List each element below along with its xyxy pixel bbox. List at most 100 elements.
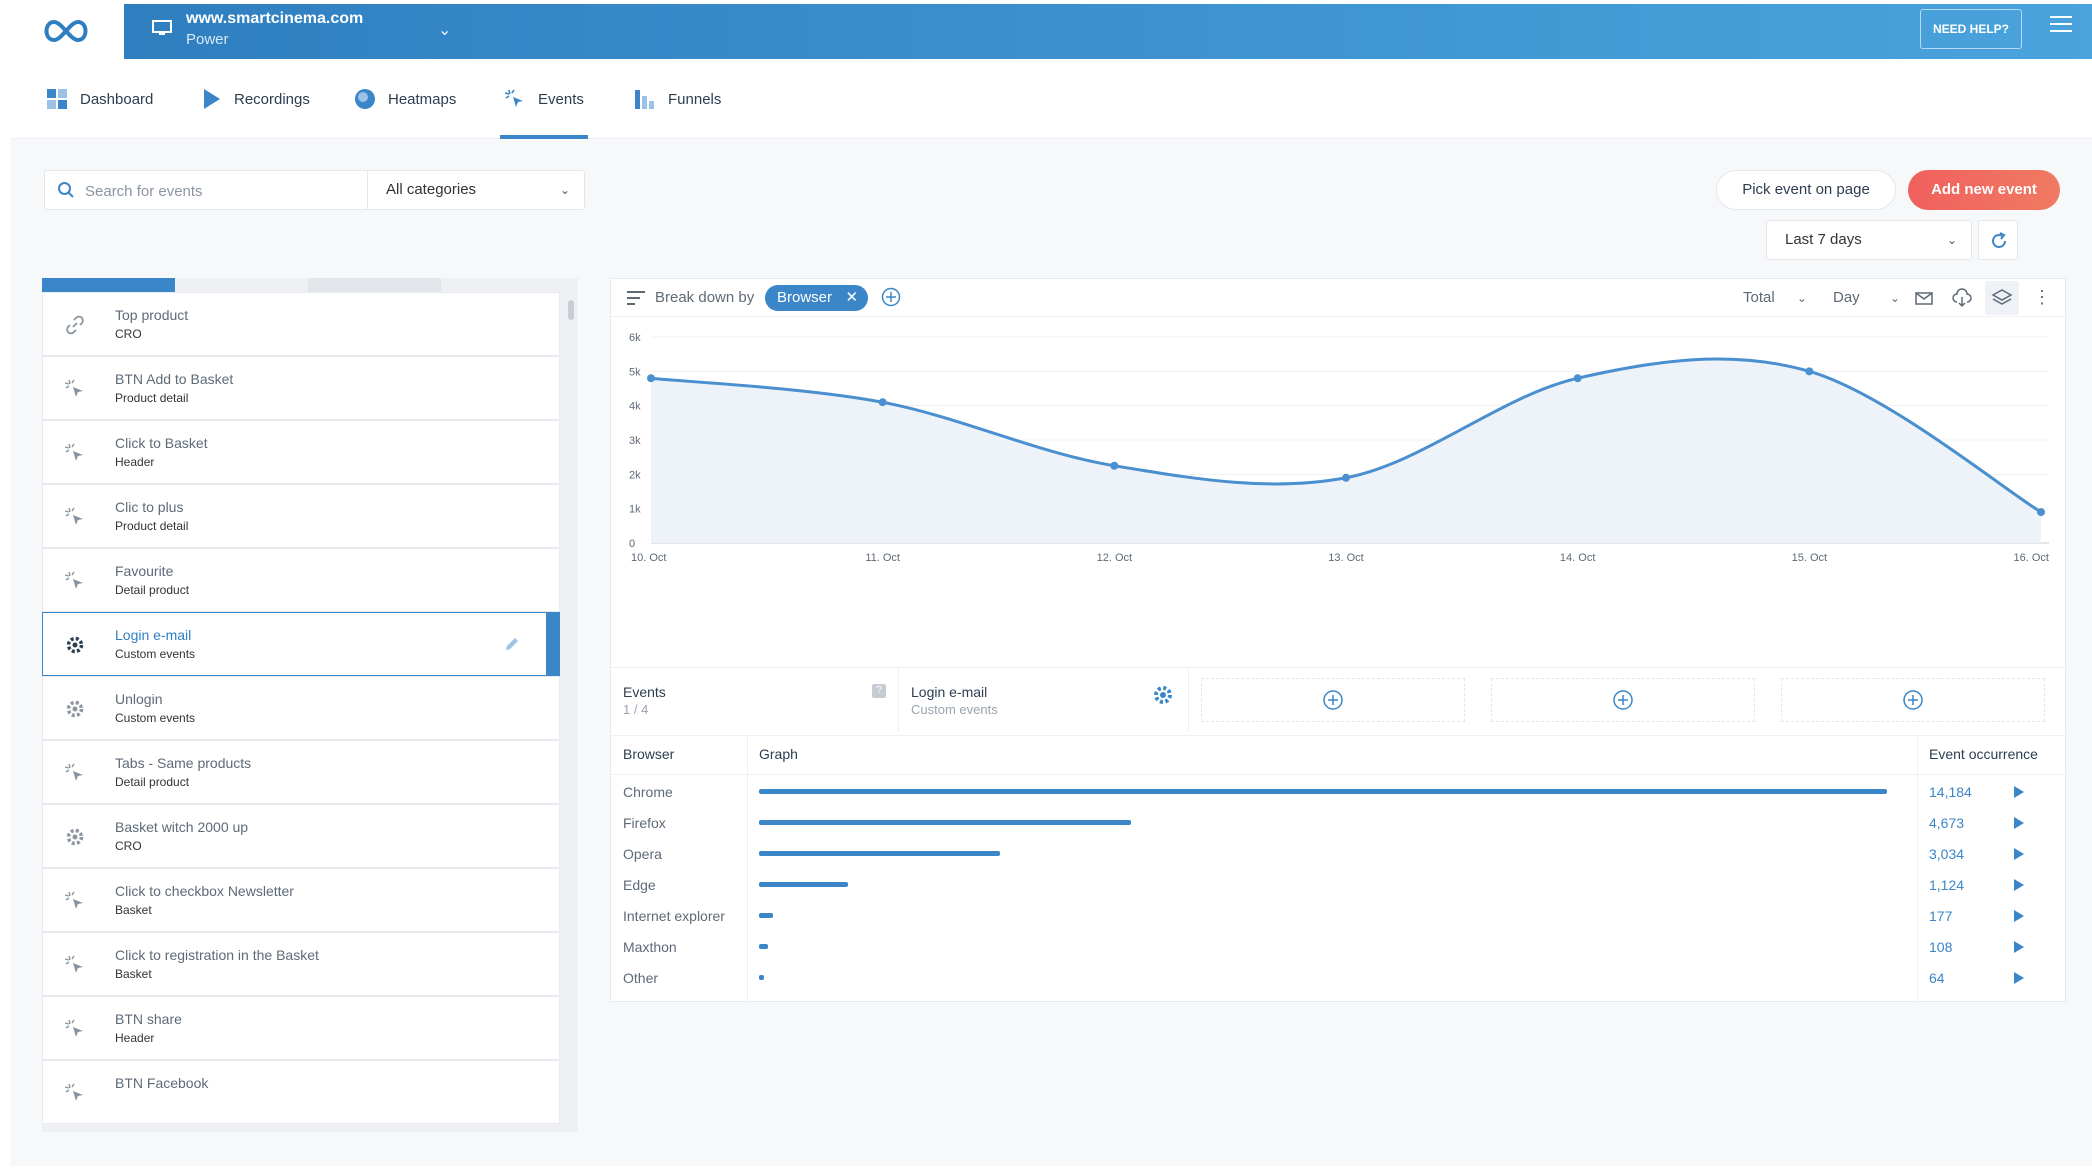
cursor-click-icon xyxy=(65,443,83,461)
graph-bar xyxy=(759,789,1887,794)
play-icon[interactable] xyxy=(2008,813,2028,833)
table-row: Opera 3,034 xyxy=(611,838,2065,870)
tab-recordings[interactable]: Recordings xyxy=(200,59,310,139)
list-tab[interactable] xyxy=(308,278,441,292)
total-select-value: Total xyxy=(1743,289,1775,306)
data-point[interactable] xyxy=(1805,367,1814,376)
event-category: Product detail xyxy=(115,391,189,405)
site-selector[interactable]: www.smartcinema.com Power ⌄ NEED HELP? xyxy=(124,4,2092,59)
cursor-click-icon xyxy=(65,1083,83,1101)
y-tick-label: 6k xyxy=(629,332,641,344)
category-select[interactable]: All categories ⌄ xyxy=(367,170,585,210)
event-list-item[interactable]: Click to checkbox Newsletter Basket xyxy=(42,868,560,932)
data-point[interactable] xyxy=(1573,374,1582,383)
tab-label: Heatmaps xyxy=(388,90,457,108)
data-point[interactable] xyxy=(647,374,655,383)
event-name: Unlogin xyxy=(115,691,163,707)
data-point[interactable] xyxy=(2037,508,2045,517)
selected-event-cell[interactable]: Login e-mail Custom events xyxy=(899,668,1189,732)
date-range-select[interactable]: Last 7 days ⌄ xyxy=(1766,220,1972,260)
close-icon[interactable]: ✕ xyxy=(845,289,859,306)
cursor-click-icon xyxy=(504,89,523,107)
hamburger-menu-icon[interactable] xyxy=(2050,16,2072,34)
add-event-slot[interactable] xyxy=(1201,678,1465,722)
series-area xyxy=(651,358,2041,543)
refresh-button[interactable] xyxy=(1978,220,2018,260)
infinity-logo-icon[interactable] xyxy=(40,14,92,48)
column-divider xyxy=(1917,736,1918,1004)
category-select-value: All categories xyxy=(386,181,477,198)
event-list-item[interactable]: BTN Add to Basket Product detail xyxy=(42,356,560,420)
data-point[interactable] xyxy=(1342,473,1350,482)
tab-label: Funnels xyxy=(668,90,722,108)
add-circle-icon xyxy=(1613,690,1633,710)
column-header-occurrence: Event occurrence xyxy=(1929,746,2038,762)
event-list-item[interactable]: BTN Facebook xyxy=(42,1060,560,1124)
event-list-item[interactable]: BTN share Header xyxy=(42,996,560,1060)
add-circle-icon xyxy=(1323,690,1343,710)
gear-icon xyxy=(66,636,84,654)
play-icon[interactable] xyxy=(2008,844,2028,864)
data-point[interactable] xyxy=(878,398,887,407)
add-event-slot[interactable] xyxy=(1781,678,2045,722)
event-list[interactable]: Top product CRO BTN Add to Basket Product d… xyxy=(42,292,578,1132)
tab-funnels[interactable]: Funnels xyxy=(634,59,721,139)
more-vertical-icon[interactable]: ⋮ xyxy=(2033,287,2051,307)
interval-select-value: Day xyxy=(1833,289,1860,306)
event-list-item[interactable]: Unlogin Custom events xyxy=(42,676,560,740)
occurrence-value: 177 xyxy=(1929,908,1953,924)
gear-icon[interactable] xyxy=(1152,684,1174,706)
event-list-item[interactable]: Top product CRO xyxy=(42,292,560,356)
event-list-item[interactable]: Tabs - Same products Detail product xyxy=(42,740,560,804)
play-icon[interactable] xyxy=(2008,875,2028,895)
help-icon[interactable]: ? xyxy=(872,684,886,698)
event-list-tabs xyxy=(42,278,578,292)
play-icon[interactable] xyxy=(2008,782,2028,802)
browser-name: Firefox xyxy=(623,815,666,831)
table-row: Other 64 xyxy=(611,962,2065,994)
tab-dashboard[interactable]: Dashboard xyxy=(46,59,153,139)
event-list-item[interactable]: Click to Basket Header xyxy=(42,420,560,484)
monitor-icon xyxy=(152,20,172,35)
search-input[interactable] xyxy=(85,179,355,203)
cursor-click-icon xyxy=(65,891,83,909)
event-name: BTN Add to Basket xyxy=(115,371,234,387)
graph-bar xyxy=(759,944,768,949)
x-tick-label: 13. Oct xyxy=(1328,552,1363,564)
play-icon[interactable] xyxy=(2008,937,2028,957)
event-list-item[interactable]: Clic to plus Product detail xyxy=(42,484,560,548)
interval-select[interactable]: Day ⌄ xyxy=(1833,279,1900,317)
email-report-icon[interactable] xyxy=(1913,287,1935,309)
chart-panel: Break down by Browser ✕ Total ⌄ Day ⌄ xyxy=(610,278,2066,1004)
funnel-bars-icon xyxy=(635,90,654,109)
event-list-item[interactable]: Login e-mail Custom events xyxy=(42,612,560,678)
add-event-slot[interactable] xyxy=(1491,678,1755,722)
tab-events[interactable]: Events xyxy=(500,59,588,139)
need-help-button[interactable]: NEED HELP? xyxy=(1919,9,2022,49)
scrollbar-thumb[interactable] xyxy=(568,300,574,320)
play-icon[interactable] xyxy=(2008,906,2028,926)
main-nav: Dashboard Recordings Heatmaps Events xyxy=(10,59,2092,139)
event-name: Tabs - Same products xyxy=(115,755,252,771)
tab-heatmaps[interactable]: Heatmaps xyxy=(354,59,456,139)
graph-bar xyxy=(759,975,765,980)
cloud-download-icon[interactable] xyxy=(1951,287,1973,309)
event-list-item[interactable]: Click to registration in the Basket Baske… xyxy=(42,932,560,996)
event-list-item[interactable]: Basket witch 2000 up CRO xyxy=(42,804,560,868)
graph-bar xyxy=(759,882,849,887)
add-new-event-button[interactable]: Add new event xyxy=(1908,170,2060,210)
total-select[interactable]: Total ⌄ xyxy=(1743,279,1807,317)
list-tab-active[interactable] xyxy=(42,278,175,292)
layers-button[interactable] xyxy=(1985,281,2019,315)
pick-event-button[interactable]: Pick event on page xyxy=(1716,170,1896,210)
chevron-down-icon[interactable]: ⌄ xyxy=(438,22,452,39)
data-point[interactable] xyxy=(1110,461,1119,470)
pencil-icon[interactable] xyxy=(503,635,521,653)
x-tick-label: 14. Oct xyxy=(1560,552,1595,564)
y-tick-label: 1k xyxy=(629,504,641,516)
breakdown-chip[interactable]: Browser ✕ xyxy=(765,285,869,311)
cursor-click-icon xyxy=(65,763,83,781)
add-circle-icon[interactable] xyxy=(881,287,901,307)
event-list-item[interactable]: Favourite Detail product xyxy=(42,548,560,612)
play-icon[interactable] xyxy=(2008,968,2028,988)
